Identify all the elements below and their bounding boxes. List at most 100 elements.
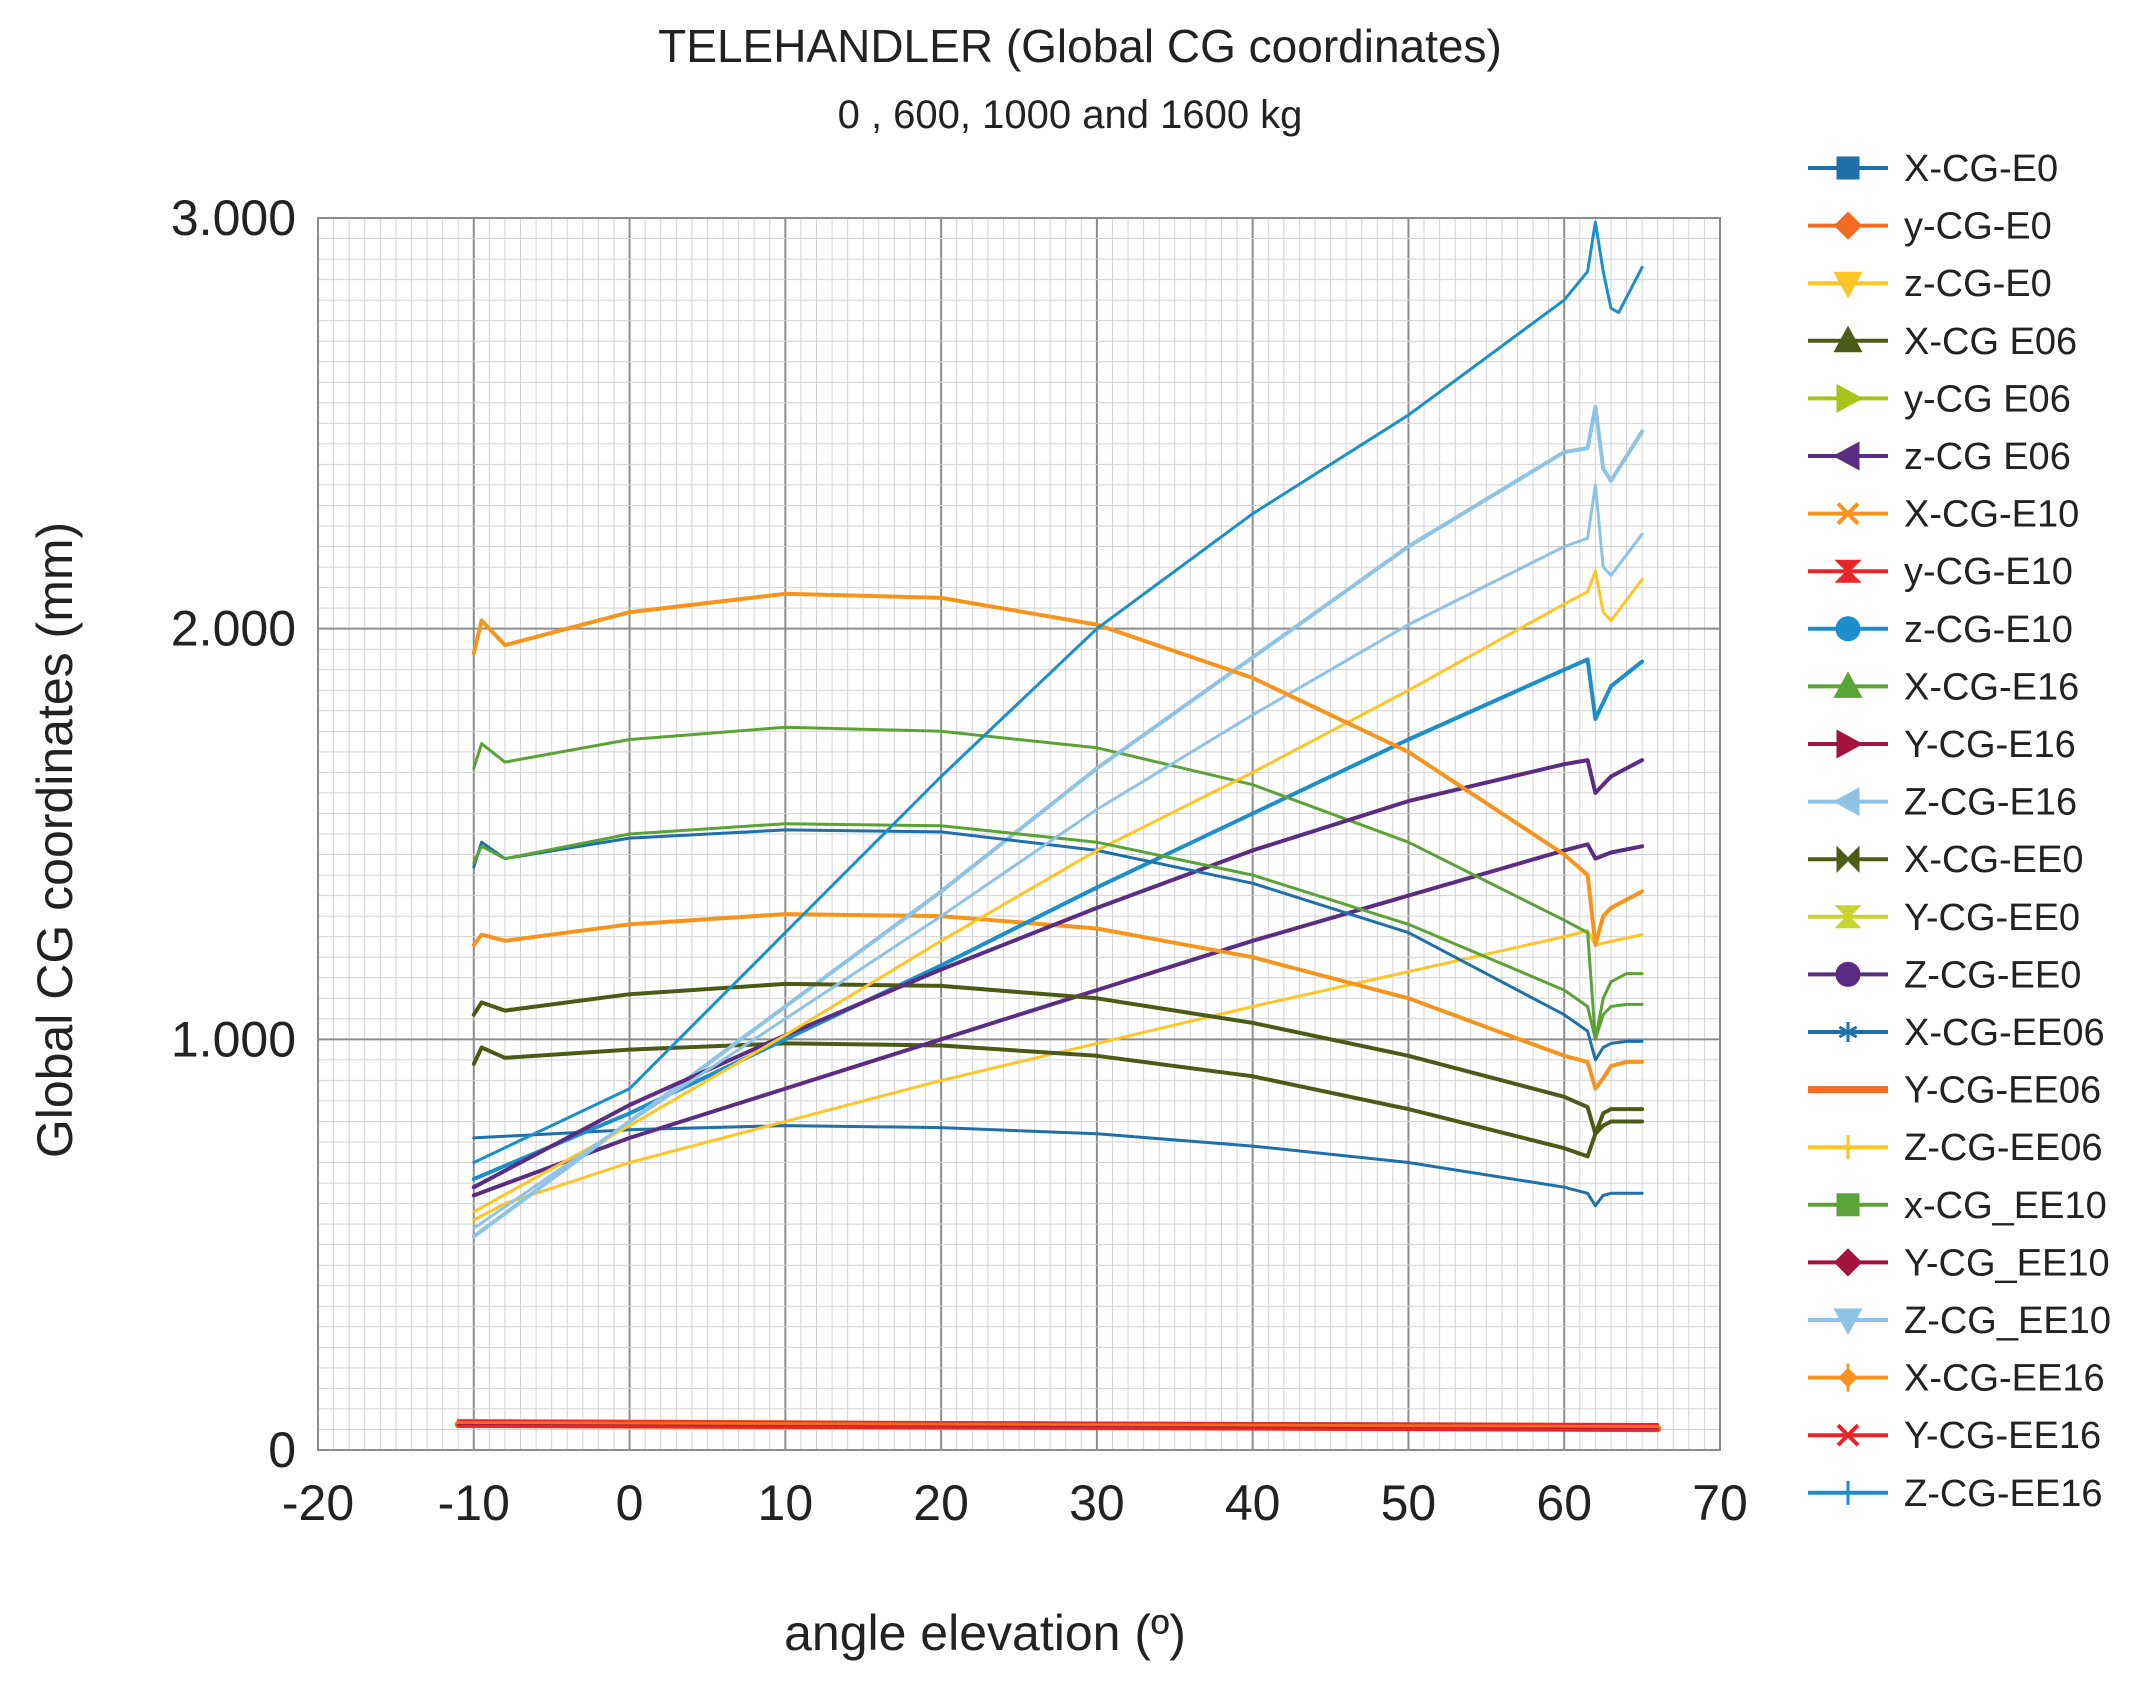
series-line-22 xyxy=(471,591,1645,947)
x-tick-label: 30 xyxy=(1069,1475,1125,1531)
legend-label: Y-CG_EE10 xyxy=(1904,1242,2110,1284)
x-tick-label: 60 xyxy=(1536,1475,1592,1531)
x-tick-label: 70 xyxy=(1692,1475,1748,1531)
legend-entry: X-CG-E10 xyxy=(1808,494,2079,536)
legend-marker xyxy=(1832,441,1860,471)
x-axis-ticks: -20 -10 0 10 20 30 40 50 60 70 xyxy=(282,1475,1748,1531)
legend-entry: Z-CG-EE16 xyxy=(1808,1473,2102,1515)
series-line-12 xyxy=(471,404,1645,1239)
series-line-15 xyxy=(471,758,1645,1190)
x-tick-label: 40 xyxy=(1225,1475,1281,1531)
series-line-4 xyxy=(471,1041,1645,1159)
legend-entry: z-CG-E10 xyxy=(1808,609,2073,651)
legend-entry: Y-CG-EE06 xyxy=(1808,1070,2101,1112)
legend-marker xyxy=(1835,616,1861,642)
legend-label: Z-CG_EE10 xyxy=(1904,1300,2111,1342)
legend-marker xyxy=(1833,1248,1863,1277)
x-tick-label: 0 xyxy=(616,1475,644,1531)
chart-title: TELEHANDLER (Global CG coordinates) xyxy=(658,20,1502,72)
legend-label: x-CG_EE10 xyxy=(1904,1185,2107,1227)
series-lines xyxy=(454,220,1662,1433)
legend-entry: Z-CG-E16 xyxy=(1808,782,2077,824)
x-tick-label: 10 xyxy=(758,1475,814,1531)
legend-marker xyxy=(1836,1193,1860,1217)
series-line-24 xyxy=(472,220,1644,1164)
legend-label: Z-CG-E16 xyxy=(1904,782,2077,824)
legend-label: y-CG-E10 xyxy=(1904,551,2073,593)
series-line-6 xyxy=(471,842,1645,1198)
legend: X-CG-E0 y-CG-E0 z-CG-E0 X-CG E06 y-CG E06 z-C… xyxy=(1808,148,2111,1515)
chart-subtitle: 0 , 600, 1000 and 1600 kg xyxy=(838,93,1303,137)
y-axis-ticks: 0 1.000 2.000 3.000 xyxy=(171,190,296,1478)
legend-entry: X-CG-EE06 xyxy=(1808,1012,2105,1054)
legend-entry: Y-CG-E16 xyxy=(1808,724,2076,766)
series-line-16 xyxy=(472,828,1644,1062)
legend-entry: x-CG_EE10 xyxy=(1808,1185,2107,1227)
series-line-21 xyxy=(472,483,1644,1230)
legend-label: X-CG-E10 xyxy=(1904,494,2079,536)
legend-entry: Z-CG_EE10 xyxy=(1808,1300,2111,1342)
legend-entry: X-CG E06 xyxy=(1808,321,2077,363)
legend-label: X-CG-E16 xyxy=(1904,666,2079,708)
legend-entry: Z-CG-EE06 xyxy=(1808,1127,2102,1169)
legend-label: X-CG-E0 xyxy=(1904,148,2058,190)
legend-marker xyxy=(1836,383,1864,413)
legend-label: Z-CG-EE0 xyxy=(1904,954,2081,996)
legend-entry: Y-CG-EE16 xyxy=(1808,1415,2101,1457)
legend-label: Y-CG-EE0 xyxy=(1904,897,2080,939)
legend-marker xyxy=(1834,559,1862,583)
series-line-13 xyxy=(471,981,1645,1136)
legend-label: X-CG-EE16 xyxy=(1904,1358,2105,1400)
x-tick-label: 20 xyxy=(913,1475,969,1531)
series-line-18 xyxy=(472,569,1644,1214)
legend-marker xyxy=(1836,156,1860,180)
series-line-23 xyxy=(456,1424,1660,1432)
legend-entry: y-CG E06 xyxy=(1808,378,2071,420)
x-axis-label: angle elevation (º) xyxy=(784,1605,1186,1661)
y-tick-label: 2.000 xyxy=(171,601,296,657)
x-tick-label: -20 xyxy=(282,1475,354,1531)
legend-marker xyxy=(1833,1308,1863,1336)
legend-label: Z-CG-EE06 xyxy=(1904,1127,2102,1169)
y-tick-label: 0 xyxy=(268,1422,296,1478)
x-tick-label: -10 xyxy=(438,1475,510,1531)
legend-entry: y-CG-E0 xyxy=(1808,206,2052,248)
legend-entry: z-CG-E0 xyxy=(1808,263,2052,305)
legend-marker xyxy=(1833,325,1863,353)
series-line-3 xyxy=(472,929,1644,1222)
legend-entry: X-CG-E16 xyxy=(1808,666,2079,708)
legend-entry: y-CG-E10 xyxy=(1808,551,2073,593)
plot-frame xyxy=(317,217,1721,1451)
legend-marker xyxy=(1838,1022,1858,1042)
legend-marker xyxy=(1835,961,1861,987)
legend-marker xyxy=(1836,1135,1860,1160)
legend-label: z-CG-E0 xyxy=(1904,263,2052,305)
legend-marker xyxy=(1836,1423,1860,1447)
series-line-7 xyxy=(471,912,1645,1091)
series-line-19 xyxy=(472,822,1644,1041)
legend-entry: Y-CG-EE0 xyxy=(1808,897,2080,939)
legend-marker xyxy=(1833,671,1863,698)
legend-label: z-CG-E10 xyxy=(1904,609,2073,651)
legend-entry: z-CG E06 xyxy=(1808,436,2071,478)
legend-entry: X-CG-EE16 xyxy=(1808,1358,2105,1400)
legend-label: y-CG E06 xyxy=(1904,378,2071,420)
legend-entry: X-CG-E0 xyxy=(1808,148,2058,190)
legend-marker xyxy=(1832,787,1860,817)
legend-label: X-CG-EE0 xyxy=(1904,839,2083,881)
series-line-1 xyxy=(472,1124,1644,1208)
legend-label: Y-CG-E16 xyxy=(1904,724,2076,766)
legend-marker xyxy=(1836,729,1864,759)
legend-label: X-CG E06 xyxy=(1904,321,2077,363)
y-tick-label: 3.000 xyxy=(171,190,296,246)
legend-label: Y-CG-EE06 xyxy=(1904,1070,2101,1112)
legend-entry: Y-CG_EE10 xyxy=(1808,1242,2110,1284)
legend-label: Y-CG-EE16 xyxy=(1904,1415,2101,1457)
legend-marker xyxy=(1836,502,1860,526)
legend-marker xyxy=(1833,271,1863,299)
grid xyxy=(317,217,1721,1451)
legend-marker xyxy=(1836,1480,1860,1505)
legend-label: y-CG-E0 xyxy=(1904,206,2052,248)
legend-entry: X-CG-EE0 xyxy=(1808,839,2083,881)
